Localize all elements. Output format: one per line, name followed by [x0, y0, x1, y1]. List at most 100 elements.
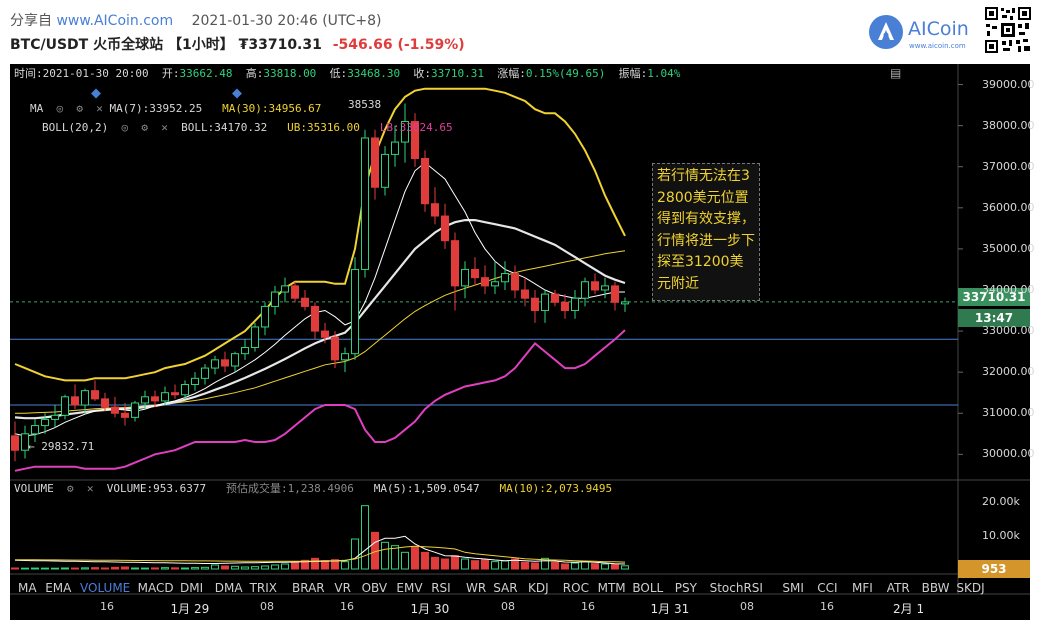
tab-ma[interactable]: MA	[18, 581, 37, 595]
volume-bar	[491, 561, 499, 570]
close-icon[interactable]: ✕	[80, 482, 94, 495]
volume-bar	[571, 562, 579, 570]
volume-bar	[471, 560, 479, 570]
eye-icon[interactable]: ◎	[114, 121, 129, 134]
tab-vr[interactable]: VR	[334, 581, 351, 595]
volume-bar	[31, 567, 39, 570]
volume-bar	[261, 565, 269, 570]
tab-wr[interactable]: WR	[466, 581, 487, 595]
tab-bbw[interactable]: BBW	[921, 581, 950, 595]
close-icon[interactable]: ✕	[154, 121, 168, 134]
settings-icon[interactable]: ⚙	[69, 102, 83, 115]
volume-value: VOLUME:953.6377	[106, 482, 207, 495]
tab-macd[interactable]: MACD	[137, 581, 174, 595]
tab-rsi[interactable]: RSI	[431, 581, 451, 595]
chart-canvas[interactable]	[10, 64, 1030, 620]
price-tick-label: 39000.00	[982, 77, 1035, 91]
annotation-box: 若行情无法在32800美元位置得到有效支撑，行情将进一步下探至31200美元附近	[652, 163, 760, 301]
tab-brar[interactable]: BRAR	[292, 581, 325, 595]
candle-body	[131, 402, 139, 418]
volume-bar	[321, 560, 329, 570]
info-close-label: 收:	[413, 67, 432, 80]
tab-stochrsi[interactable]: StochRSI	[709, 581, 763, 595]
tab-mtm[interactable]: MTM	[597, 581, 626, 595]
boll-middle-line	[14, 219, 626, 420]
layout-icon[interactable]: ▤	[890, 66, 902, 80]
candle-body	[311, 305, 319, 332]
boll-legend: BOLL(20,2) ◎ ⚙ ✕ BOLL:34170.32 UB:35316.…	[42, 121, 453, 134]
info-amp-label: 振幅:	[618, 67, 648, 80]
candle-body	[61, 396, 69, 416]
candle-body	[431, 203, 439, 217]
time-tick-label: 16	[581, 600, 595, 613]
time-tick-label: 16	[100, 600, 114, 613]
close-icon[interactable]: ✕	[89, 102, 103, 115]
tab-emv[interactable]: EMV	[396, 581, 423, 595]
time-tick-label: 16	[340, 600, 354, 613]
candle-body	[181, 383, 189, 396]
eye-icon[interactable]: ◎	[49, 102, 64, 115]
volume-bar	[141, 567, 149, 570]
candle-body	[521, 289, 529, 299]
snapshot-datetime: 2021-01-30 20:46 (UTC+8)	[191, 13, 382, 29]
tab-trix[interactable]: TRIX	[249, 581, 278, 595]
info-low: 33468.30	[347, 67, 401, 80]
boll-value: BOLL:34170.32	[181, 121, 268, 134]
candle-body	[351, 268, 359, 355]
volume-bar	[281, 563, 289, 570]
tab-sar[interactable]: SAR	[493, 581, 518, 595]
candle-body	[121, 412, 129, 418]
tab-volume[interactable]: VOLUME	[80, 581, 131, 595]
volume-bar	[441, 558, 449, 570]
share-line: 分享自 www.AICoin.com 2021-01-30 20:46 (UTC…	[10, 10, 382, 30]
volume-bar	[231, 565, 239, 570]
volume-bar	[101, 567, 109, 570]
candle-body	[621, 301, 629, 305]
candle-body	[611, 285, 619, 303]
settings-icon[interactable]: ⚙	[134, 121, 148, 134]
pair-line: BTC/USDT 火币全球站 【1小时】 ₮33710.31 -546.66 (…	[10, 34, 465, 54]
chart-header: 分享自 www.AICoin.com 2021-01-30 20:46 (UTC…	[0, 0, 1040, 64]
volume-bar	[461, 558, 469, 570]
chart-area[interactable]: 时间:2021-01-30 20:00 开:33662.48 高:33818.0…	[10, 64, 1035, 620]
tab-atr[interactable]: ATR	[886, 581, 910, 595]
tab-dma[interactable]: DMA	[214, 581, 243, 595]
volume-bar	[511, 558, 519, 570]
volume-bar	[451, 555, 459, 570]
candle-body	[271, 291, 279, 307]
info-change: 0.15%(49.65)	[525, 67, 606, 80]
candle-body	[81, 390, 89, 406]
info-low-label: 低:	[329, 67, 348, 80]
price-tick-label: 30000.00	[982, 447, 1035, 461]
info-time: 2021-01-30 20:00	[42, 67, 149, 80]
tab-kdj[interactable]: KDJ	[528, 581, 549, 595]
vol-ma10-value: MA(10):2,073.9495	[499, 482, 613, 495]
volume-bar	[121, 566, 129, 570]
aicoin-logo: AICoin www.aicoin.com	[868, 14, 978, 54]
tab-skdj[interactable]: SKDJ	[956, 581, 985, 595]
volume-bar	[61, 567, 69, 570]
volume-bar	[331, 559, 339, 570]
volume-bar	[171, 567, 179, 570]
price-tick-label: 31000.00	[982, 406, 1035, 420]
candle-body	[111, 406, 119, 414]
tab-boll[interactable]: BOLL	[632, 581, 664, 595]
tab-smi[interactable]: SMI	[782, 581, 804, 595]
candle-body	[361, 137, 369, 270]
tab-cci[interactable]: CCI	[817, 581, 838, 595]
tab-roc[interactable]: ROC	[562, 581, 589, 595]
settings-icon[interactable]: ⚙	[60, 482, 74, 495]
site-link[interactable]: www.AICoin.com	[56, 13, 174, 29]
tab-dmi[interactable]: DMI	[180, 581, 204, 595]
tab-mfi[interactable]: MFI	[852, 581, 873, 595]
candle-body	[11, 435, 19, 451]
candle-body	[221, 359, 229, 367]
info-close: 33710.31	[431, 67, 485, 80]
event-marker	[91, 88, 101, 99]
volume-bar	[71, 567, 79, 570]
candle-body	[591, 281, 599, 291]
tab-ema[interactable]: EMA	[45, 581, 72, 595]
volume-bar	[381, 541, 389, 570]
tab-psy[interactable]: PSY	[674, 581, 697, 595]
tab-obv[interactable]: OBV	[361, 581, 388, 595]
